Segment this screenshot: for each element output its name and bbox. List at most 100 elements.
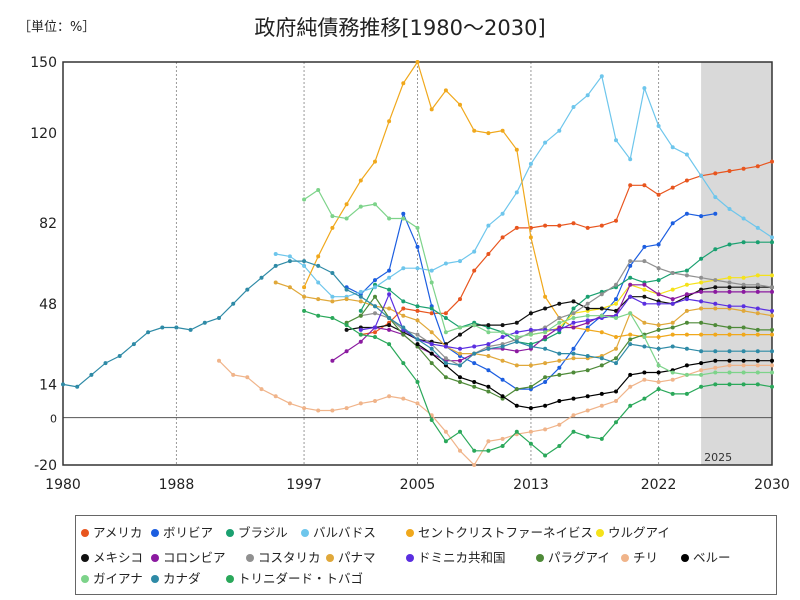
data-point <box>741 363 746 368</box>
data-point <box>443 429 448 434</box>
series-line <box>360 292 773 350</box>
y-tick-label: 150 <box>30 55 57 71</box>
x-tick-label: 1997 <box>286 477 322 493</box>
series-line <box>218 360 772 466</box>
data-point <box>614 308 618 313</box>
forecast-region <box>701 62 772 465</box>
data-point <box>259 275 264 280</box>
data-point <box>727 332 732 337</box>
data-point <box>429 311 434 316</box>
data-point <box>500 444 505 448</box>
data-point <box>387 342 392 347</box>
data-point <box>387 216 392 221</box>
legend: アメリカ ボリビア ブラジル バルバドス セントクリストファーネイビス ウルグアイ メキシコ… <box>75 515 777 595</box>
data-point <box>699 275 704 280</box>
data-point <box>585 301 590 306</box>
data-point <box>458 325 462 330</box>
data-point <box>599 306 604 311</box>
data-point <box>217 316 221 320</box>
legend-label: ベルー <box>693 550 731 565</box>
legend-marker <box>151 574 159 583</box>
data-point <box>514 387 519 392</box>
data-point <box>528 441 533 446</box>
data-point <box>642 377 647 382</box>
legend-label: チリ <box>633 550 659 565</box>
data-point <box>699 173 704 178</box>
data-point <box>103 361 108 366</box>
legend-item: カナダ <box>151 568 201 587</box>
legend-item: コスタリカ <box>246 547 321 566</box>
data-point <box>614 297 618 302</box>
data-point <box>415 318 420 323</box>
data-point <box>713 285 718 290</box>
data-point <box>741 275 746 280</box>
data-point <box>443 330 448 335</box>
data-point <box>670 332 675 337</box>
data-point <box>373 294 377 299</box>
data-point <box>599 436 604 441</box>
data-point <box>486 342 491 347</box>
data-point <box>670 287 675 292</box>
data-point <box>344 297 349 302</box>
legend-item: コロンビア <box>151 547 226 566</box>
data-point <box>472 463 477 467</box>
legend-item: バルバドス <box>301 522 376 541</box>
x-tick-label: 2013 <box>513 477 549 493</box>
data-point <box>458 297 462 302</box>
data-point <box>656 192 661 197</box>
data-point <box>656 242 661 247</box>
data-point <box>670 391 675 396</box>
data-point <box>429 280 434 285</box>
data-point <box>642 396 647 401</box>
data-point <box>770 370 774 375</box>
data-point <box>755 306 760 311</box>
data-point <box>373 285 377 290</box>
data-point <box>500 235 505 240</box>
data-point <box>415 266 420 271</box>
data-point <box>443 439 448 444</box>
data-point <box>316 408 321 413</box>
data-point <box>684 308 689 313</box>
data-point <box>358 294 363 299</box>
data-point <box>713 349 718 354</box>
data-point <box>543 306 548 311</box>
data-point <box>713 289 718 294</box>
data-point <box>656 387 661 392</box>
data-point <box>741 325 746 330</box>
legend-marker <box>536 553 544 562</box>
data-point <box>514 190 519 195</box>
data-point <box>727 207 732 211</box>
data-point <box>614 282 618 287</box>
data-point <box>514 339 519 344</box>
legend-marker <box>81 528 89 537</box>
y-tick-label: 14 <box>39 377 57 393</box>
data-point <box>770 273 774 278</box>
data-point <box>656 327 661 332</box>
data-point <box>387 119 392 124</box>
data-point <box>472 361 477 366</box>
data-point <box>727 275 732 280</box>
data-point <box>500 128 505 133</box>
data-point <box>472 268 477 273</box>
data-point <box>727 370 732 375</box>
data-point <box>614 361 618 366</box>
data-point <box>642 344 647 349</box>
data-point <box>259 387 264 392</box>
data-point <box>713 301 718 306</box>
data-point <box>543 335 548 339</box>
data-point <box>727 280 732 285</box>
data-point <box>614 335 618 339</box>
legend-label: ボリビア <box>163 525 214 540</box>
data-point <box>557 327 562 332</box>
data-point <box>571 105 576 109</box>
data-point <box>500 394 505 399</box>
data-point <box>614 399 618 403</box>
legend-marker <box>226 574 234 583</box>
data-point <box>571 351 576 356</box>
data-point <box>528 406 533 411</box>
data-point <box>699 299 704 304</box>
data-point <box>486 368 491 373</box>
data-point <box>401 81 406 86</box>
data-point <box>401 361 406 366</box>
data-point <box>770 349 774 354</box>
